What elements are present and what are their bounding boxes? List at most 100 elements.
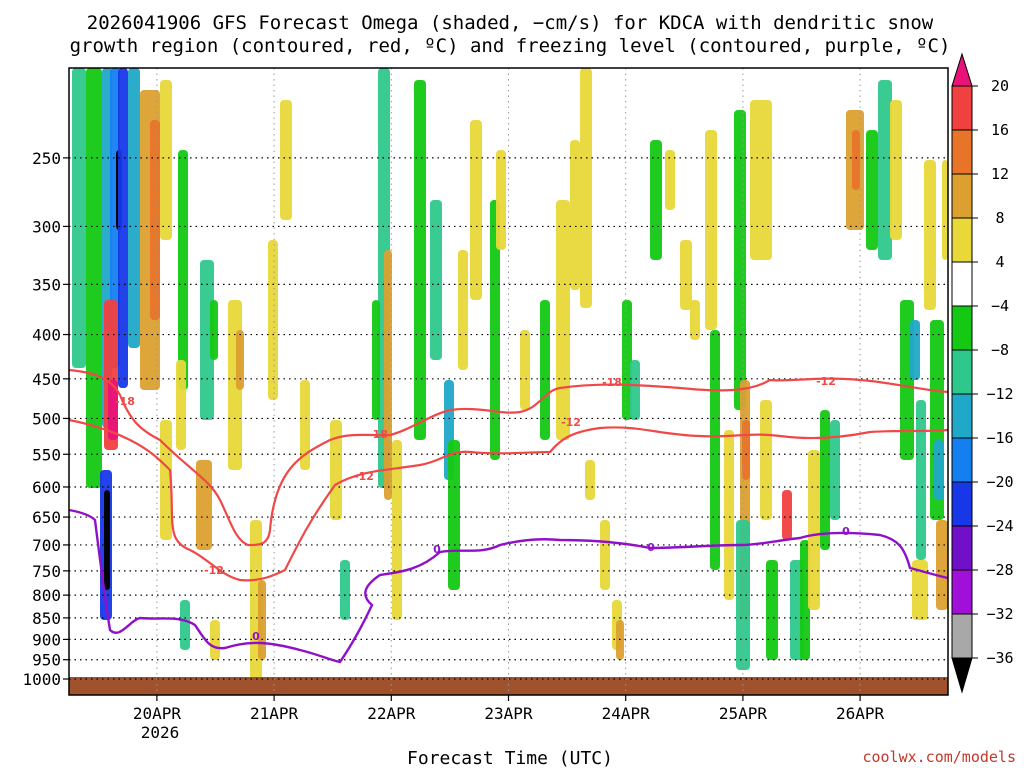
colorbar-label: 12 [991,165,1009,183]
colorbar-segment [951,437,973,483]
dgz-label: -18 [368,428,388,441]
omega-cell [912,560,928,620]
omega-cell [496,150,506,250]
colorbar-segment [951,349,973,395]
omega-cell [600,520,610,590]
omega-cell [300,380,310,470]
dgz-contour [68,418,949,582]
colorbar-label: −4 [991,297,1009,315]
omega-cell [630,360,640,420]
omega-cell [176,360,186,450]
omega-cell [616,620,624,660]
omega-cell [734,110,746,410]
x-tick-label: 23APR [484,704,533,723]
colorbar-label: −28 [986,561,1013,579]
omega-cell [650,140,662,260]
grid-lines [69,68,948,695]
omega-cell [570,140,580,290]
omega-cell [458,250,468,370]
freezing-label: 0 [252,630,260,643]
omega-cell [665,150,675,210]
y-tick-label: 1000 [22,670,61,689]
omega-cell [936,520,948,610]
y-tick-label: 750 [32,562,61,581]
omega-cell [118,68,128,388]
x-tick-label: 20APR [133,704,182,723]
colorbar-label: −16 [986,429,1013,447]
colorbar: 20 16 12 8 4 −4 −8 −12 −16 −20 −24 −28 −32 −36 [951,52,1014,694]
omega-shading [72,68,948,680]
dgz-label: -12 [816,375,836,388]
omega-cell [690,300,700,340]
omega-cell [924,160,936,310]
colorbar-label: −8 [991,341,1009,359]
omega-cell [180,600,190,650]
omega-cell [178,150,188,390]
omega-cell [878,80,892,260]
omega-cell [280,100,292,220]
y-tick-label: 400 [32,326,61,345]
omega-cell [490,200,500,460]
omega-cell [766,560,778,660]
omega-cell [942,160,948,260]
omega-cell [372,300,380,420]
y-tick-label: 300 [32,217,61,236]
colorbar-segment [951,261,973,307]
colorbar-label: 20 [991,77,1009,95]
dgz-contour [68,368,949,547]
omega-cell [736,520,750,670]
omega-cell [760,400,772,520]
colorbar-label: −32 [986,605,1013,623]
omega-cell [830,420,840,520]
dgz-label: -12 [204,564,224,577]
y-tick-label: 550 [32,445,61,464]
y-tick-label: 900 [32,630,61,649]
x-tick-label: 21APR [250,704,299,723]
x-tick-label: 22APR [367,704,416,723]
omega-cell [800,540,810,660]
omega-cell [750,100,772,260]
y-tick-label: 600 [32,478,61,497]
omega-cell [808,450,820,610]
omega-cell [448,440,460,590]
y-tick-label: 250 [32,149,61,168]
x-year-label: 2026 [141,723,180,742]
colorbar-segment [951,481,973,527]
omega-cell [910,320,920,380]
y-tick-label: 650 [32,508,61,527]
freezing-label: 0 [647,541,655,554]
omega-cell [470,120,482,300]
omega-cell [128,68,140,348]
omega-cell [236,330,244,390]
credit-text: coolwx.com/models [862,748,1016,766]
omega-cell [414,80,426,440]
omega-cell [585,460,595,500]
contour-lines: -18 -18 -18 -12 -12 -12 -12 0 0 0 0 [68,368,949,664]
omega-cell [72,68,86,368]
omega-cell [934,440,944,500]
omega-cell [820,410,830,550]
omega-cell [210,300,218,360]
dgz-label: -18 [115,395,135,408]
colorbar-segment [951,569,973,615]
colorbar-label: −20 [986,473,1013,491]
x-tick-label: 26APR [836,704,885,723]
omega-cell [160,80,172,240]
y-tick-label: 950 [32,651,61,670]
omega-cell [580,68,592,308]
colorbar-label: −12 [986,385,1013,403]
omega-cell [108,380,118,440]
omega-cell [866,130,878,250]
omega-cell [724,430,734,600]
omega-cell [705,130,717,330]
omega-cell [890,100,902,240]
colorbar-segment [951,129,973,175]
colorbar-label: −24 [986,517,1013,535]
y-tick-label: 500 [32,409,61,428]
colorbar-label: −36 [986,649,1013,667]
omega-cell [622,300,632,420]
omega-cell [110,68,120,368]
omega-cell [268,240,278,400]
omega-cell [852,130,860,190]
